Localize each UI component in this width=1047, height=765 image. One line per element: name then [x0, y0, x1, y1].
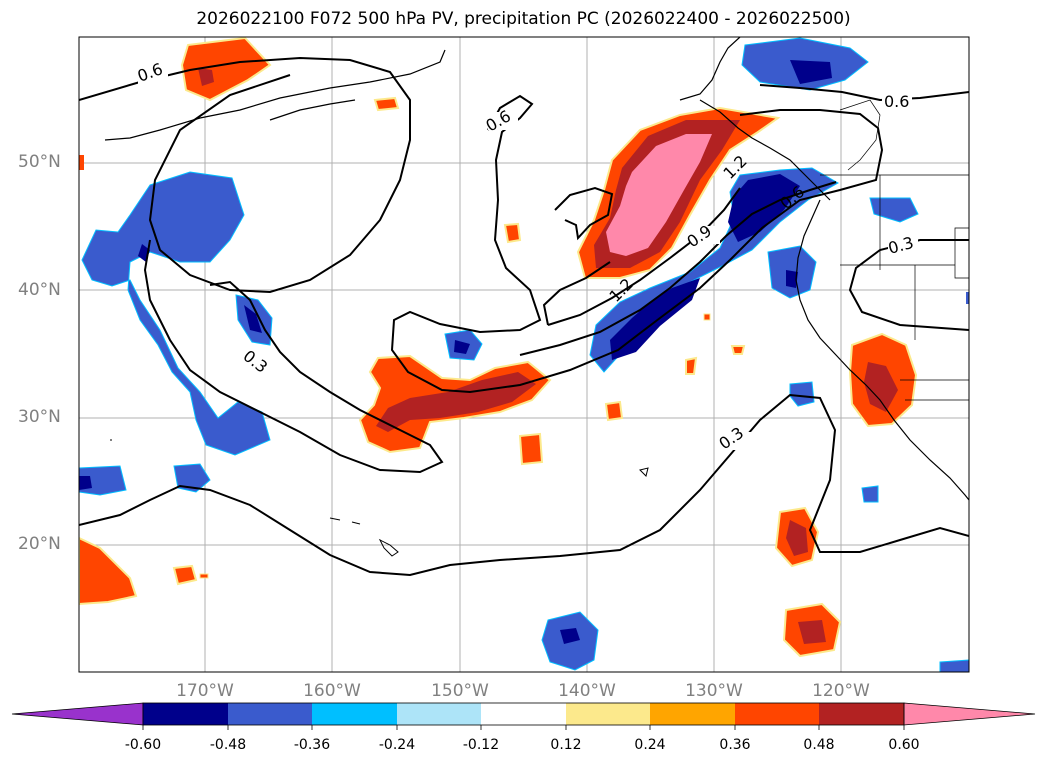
colorbar-tick-1: -0.48: [209, 737, 247, 753]
colorbar-tick-2: -0.36: [293, 737, 331, 753]
positive-precip-fills: [79, 37, 918, 658]
colorbar-seg-5: [566, 703, 650, 725]
negative-precip-fills: [79, 37, 969, 672]
contour-label-1: 0.6: [483, 106, 515, 135]
neg-blob-west-midlat: [81, 171, 271, 456]
colorbar-tick-0: -0.60: [124, 737, 162, 753]
map-frame: [78, 36, 970, 673]
contour-label-6: 0.9: [683, 221, 715, 251]
colorbar-seg-0: [143, 703, 228, 725]
lat-label-50n: 50°N: [18, 152, 61, 172]
contour-0.6-north: [79, 56, 411, 294]
colorbar-seg-8: [819, 703, 904, 725]
map-area: 0.6 0.6 0.6 0.3 0.3 0.3 0.9 1.2 1.2 0.6: [79, 37, 969, 672]
pos-max-core: [606, 134, 712, 256]
lon-label-150w: 150°W: [431, 681, 489, 701]
colorbar-tick-6: 0.24: [634, 737, 666, 753]
colorbar-seg-1: [228, 703, 312, 725]
lon-label-140w: 140°W: [558, 681, 616, 701]
pos-blob-southwest: [79, 536, 138, 606]
colorbar-seg-6: [650, 703, 735, 725]
contour-1.2-inner: [547, 187, 741, 326]
contour-0.9: [519, 181, 837, 356]
pv-contours: [79, 56, 969, 577]
colorbar-tick-8: 0.48: [803, 737, 835, 753]
colorbar-tick-7: 0.36: [719, 737, 751, 753]
lon-label-170w: 170°W: [176, 681, 234, 701]
coastlines: [104, 37, 969, 501]
colorbar-extend-low: [11, 702, 144, 726]
colorbar-seg-2: [312, 703, 397, 725]
figure-title: 2026022100 F072 500 hPa PV, precipitatio…: [196, 9, 851, 29]
lat-label-30n: 30°N: [18, 407, 61, 427]
lon-label-160w: 160°W: [303, 681, 361, 701]
colorbar-seg-7: [735, 703, 819, 725]
contour-0.3-west: [143, 239, 444, 474]
contour-0.6-central: [390, 94, 884, 394]
colorbar-seg-3: [397, 703, 481, 725]
lon-label-120w: 120°W: [812, 681, 870, 701]
colorbar-tick-9: 0.60: [888, 737, 920, 753]
lat-label-40n: 40°N: [18, 280, 61, 300]
colorbar-tick-5: 0.12: [550, 737, 582, 753]
islands: [110, 439, 649, 557]
contour-0.3-south: [79, 393, 969, 577]
colorbar-seg-4: [481, 703, 566, 725]
lon-label-130w: 130°W: [685, 681, 743, 701]
colorbar: [11, 702, 1036, 730]
lat-label-20n: 20°N: [18, 534, 61, 554]
colorbar-extend-high: [903, 702, 1036, 726]
colorbar-tick-4: -0.12: [462, 737, 500, 753]
colorbar-tick-3: -0.24: [378, 737, 416, 753]
contour-label-2: 0.6: [884, 92, 909, 111]
